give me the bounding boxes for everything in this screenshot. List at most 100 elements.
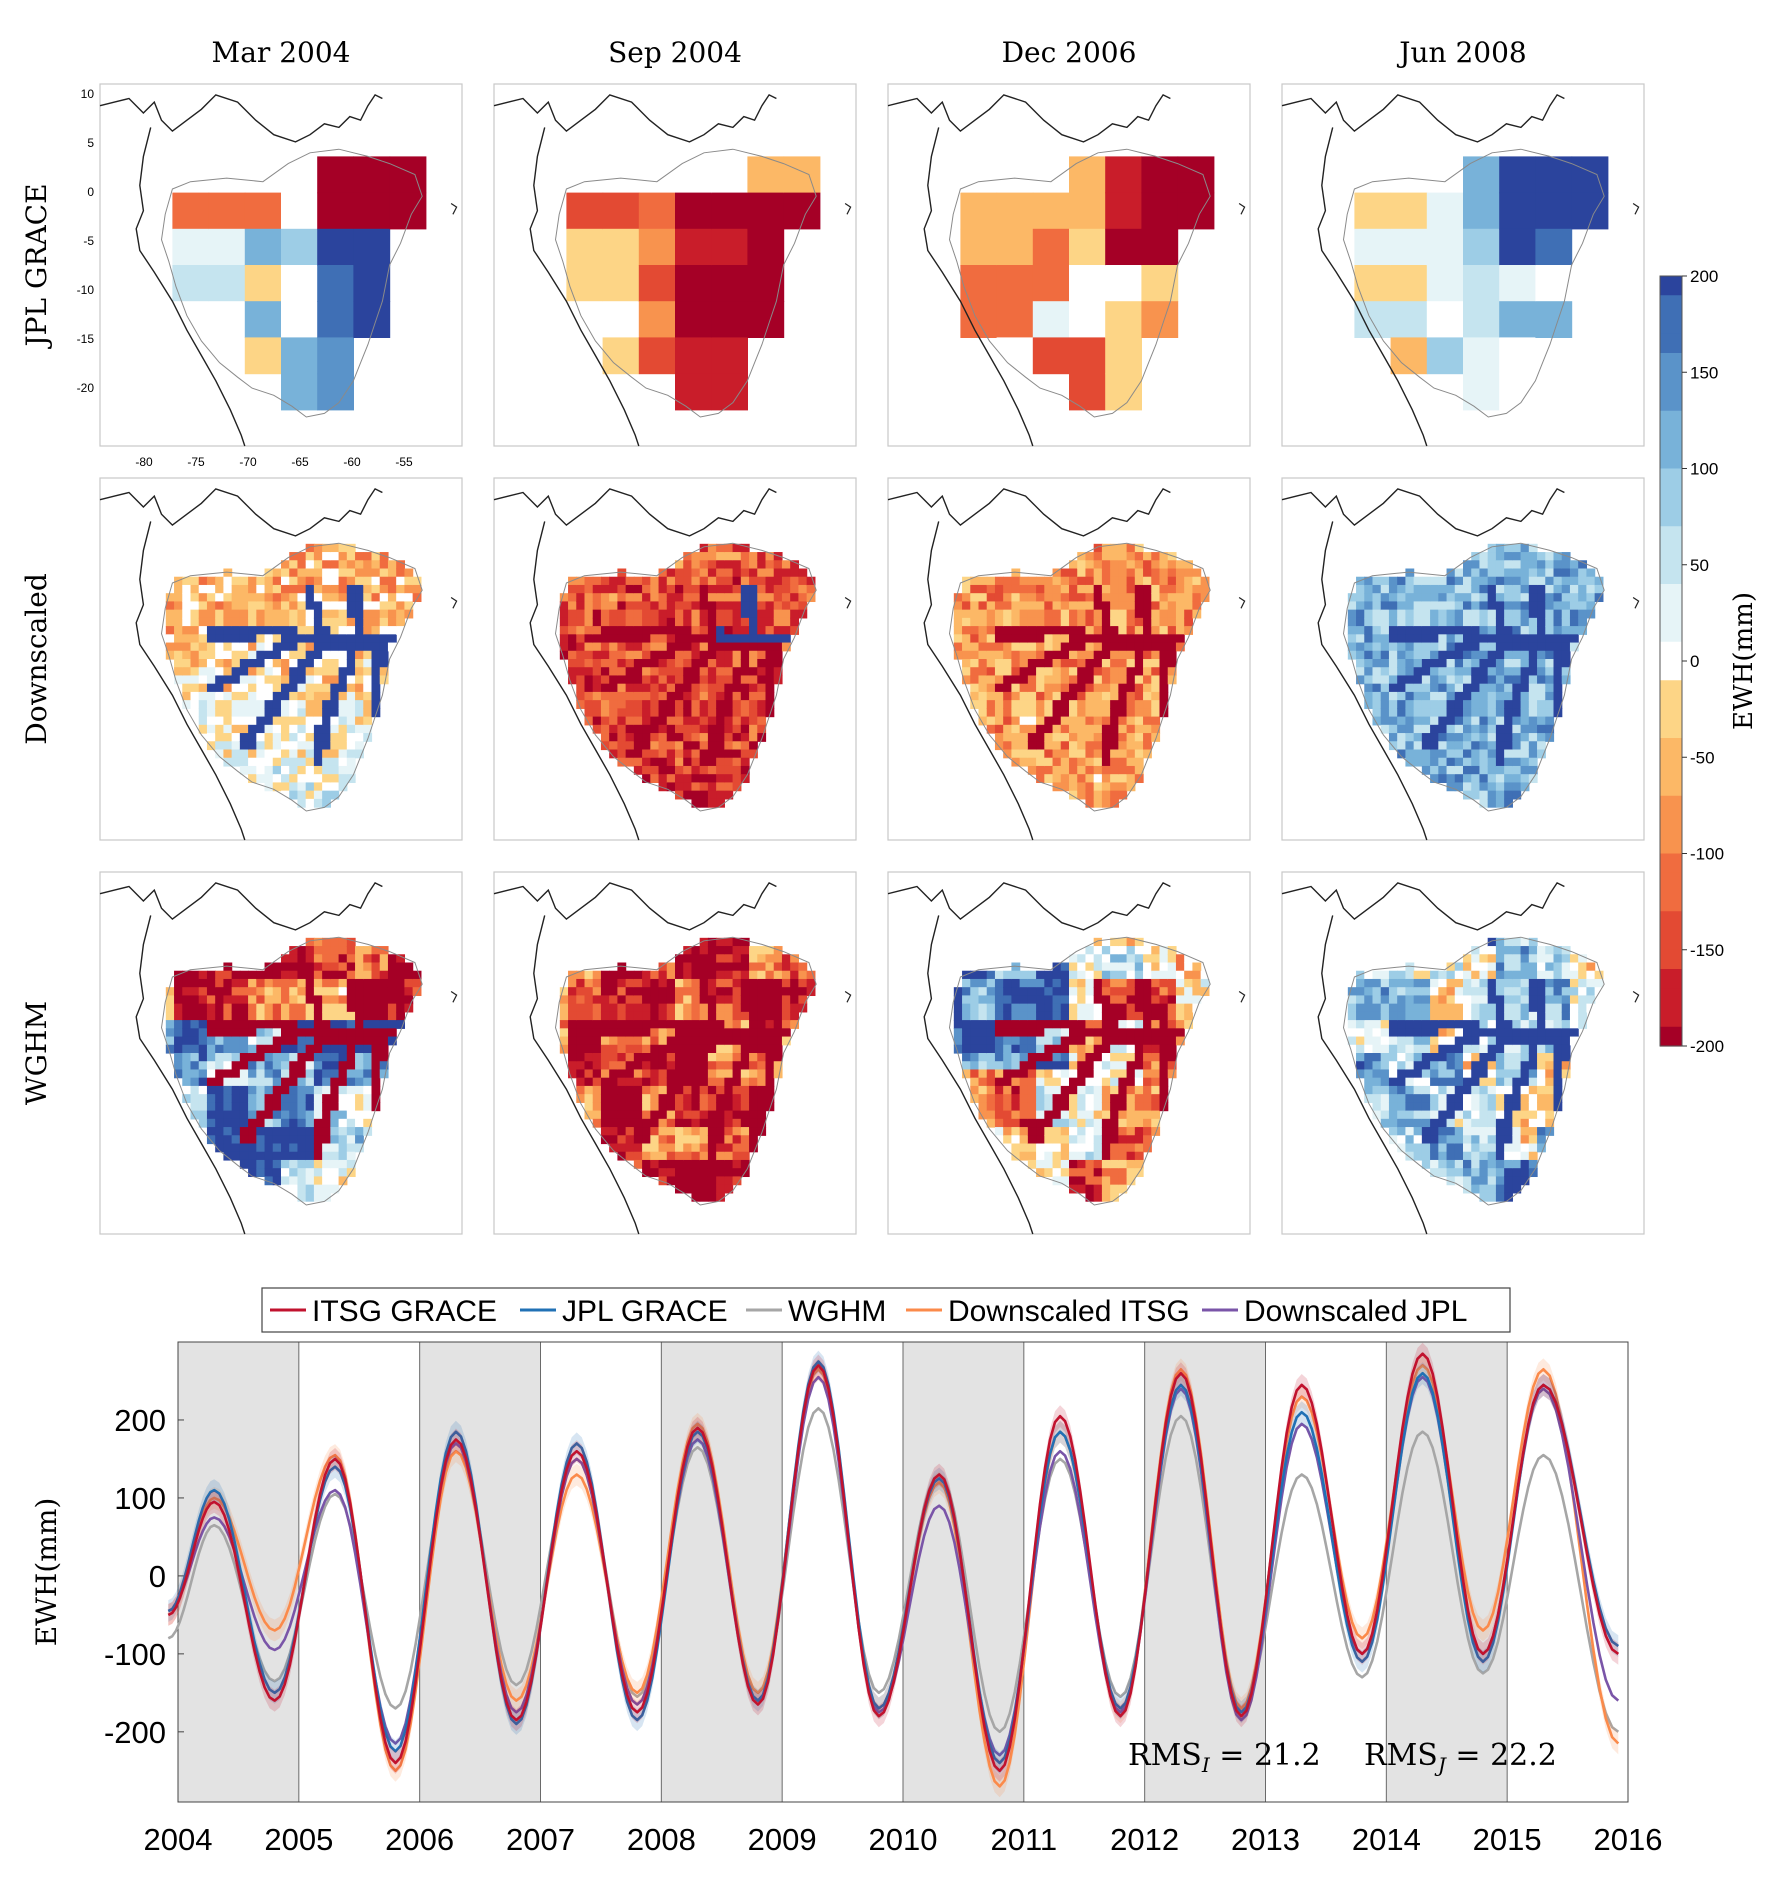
map-cell (1027, 1143, 1037, 1153)
map-cell (1036, 1069, 1045, 1079)
map-cell (658, 1159, 668, 1169)
map-cell (1504, 552, 1513, 561)
map-cell (1085, 1110, 1095, 1120)
map-cell (806, 584, 816, 594)
map-cell (732, 765, 742, 775)
coastline-island (1632, 202, 1640, 215)
map-cell (716, 700, 725, 709)
map-cell (1036, 1011, 1045, 1021)
map-cell (576, 700, 586, 709)
map-cell (625, 1044, 635, 1054)
map-cell (1101, 724, 1111, 734)
map-cell (297, 642, 307, 652)
coastline-island (450, 596, 458, 609)
map-cell (1110, 733, 1119, 742)
map-cell (711, 337, 748, 375)
map-cell (1077, 560, 1087, 570)
map-cell (281, 584, 290, 594)
map-cell (1077, 1028, 1087, 1038)
map-cell (281, 1168, 290, 1178)
map-cell (338, 1127, 348, 1136)
map-cell (1052, 1102, 1062, 1112)
map-cell (387, 1036, 397, 1046)
map-cell (1134, 584, 1144, 594)
map-cell (1553, 650, 1563, 660)
map-cell (313, 1028, 323, 1038)
map-cell (182, 601, 192, 611)
map-cell (666, 970, 676, 980)
map-cell (313, 765, 323, 775)
map-cell (338, 970, 348, 980)
map-cell (289, 1020, 299, 1029)
map-cell (1044, 691, 1054, 701)
map-cell (749, 962, 758, 972)
map-cell (740, 601, 750, 611)
map-cell (1093, 1110, 1103, 1120)
map-cell (1143, 700, 1152, 709)
map-cell (1167, 1020, 1177, 1029)
map-cell (313, 1061, 323, 1071)
map-cell (732, 1085, 742, 1095)
map-cell (190, 987, 200, 997)
map-cell (1167, 987, 1177, 997)
map-cell (1528, 741, 1538, 751)
map-cell (732, 995, 742, 1005)
map-cell (724, 543, 734, 553)
map-cell (1569, 576, 1579, 586)
map-cells (172, 156, 427, 411)
map-cell (1118, 1159, 1128, 1169)
map-cell (379, 584, 389, 594)
map-cell (1413, 683, 1423, 693)
map-cell (1504, 650, 1513, 660)
map-cell (1463, 757, 1472, 767)
map-cell (1101, 609, 1111, 619)
map-cell (978, 593, 988, 603)
map-cell (1085, 962, 1095, 972)
map-cell (272, 1151, 282, 1161)
map-cell (239, 1102, 249, 1112)
map-cell (379, 667, 389, 677)
map-cell (716, 617, 725, 627)
map-cell (666, 576, 676, 586)
map-cell (781, 1020, 791, 1029)
map-cell (239, 1118, 249, 1128)
map-cell (371, 995, 381, 1005)
map-cell (1019, 1044, 1029, 1054)
map-cell (765, 584, 775, 594)
map-cell (683, 1094, 693, 1103)
map-cell (1504, 724, 1513, 734)
map-cell (1479, 733, 1489, 742)
map-cell (256, 716, 266, 726)
map-cell (1528, 584, 1538, 594)
map-cell (1027, 667, 1037, 677)
map-cell (978, 667, 988, 677)
map-cell (289, 1011, 299, 1021)
map-cell (699, 650, 709, 660)
map-cell (986, 667, 996, 677)
map-cell (198, 1044, 208, 1054)
map-cell (1036, 667, 1045, 677)
map-cell (1036, 1143, 1045, 1153)
map-cell (1388, 716, 1398, 726)
map-cell (675, 1036, 684, 1046)
map-cell (1011, 978, 1021, 988)
map-cell (317, 228, 354, 266)
map-cell (691, 978, 701, 988)
map-cell (1143, 1061, 1152, 1071)
map-cell (1077, 733, 1087, 742)
map-cell (1159, 642, 1169, 652)
map-cell (182, 617, 192, 627)
map-cell (1167, 584, 1177, 594)
map-cell (1101, 1028, 1111, 1038)
map-cell (749, 626, 758, 635)
map-cell (1151, 650, 1161, 660)
map-cell (1093, 724, 1103, 734)
map-cell (566, 228, 604, 266)
map-cell (404, 987, 414, 997)
map-cell (182, 683, 192, 693)
map-cell (248, 1168, 257, 1178)
map-cell (1003, 987, 1013, 997)
map-cell (1069, 634, 1078, 644)
map-cell (346, 708, 356, 718)
map-cell (1069, 1184, 1078, 1194)
